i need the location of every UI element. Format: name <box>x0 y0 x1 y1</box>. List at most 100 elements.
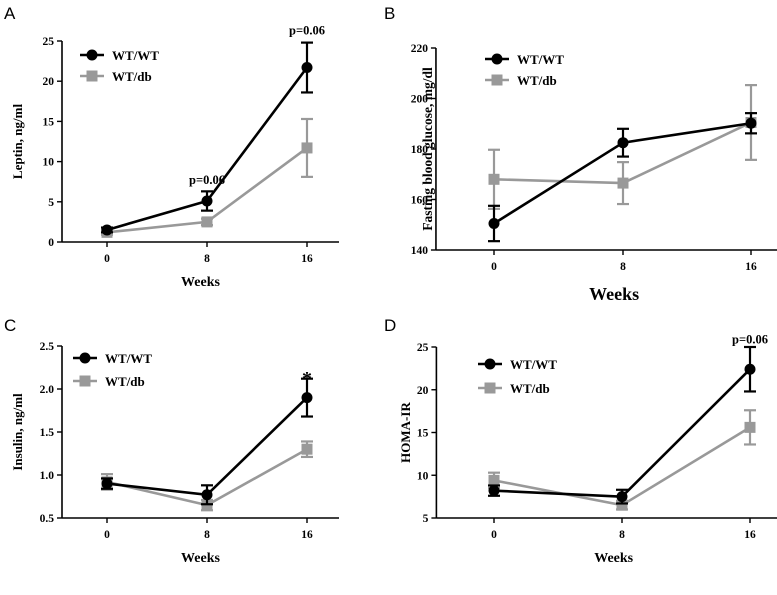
legend-label: WT/WT <box>105 351 152 366</box>
legend-marker <box>484 358 496 370</box>
panel-c: C 0.5 1.0 1.5 2.0 2.5 0 8 16 Weeks Insulin, ng/ml W… <box>4 316 339 566</box>
data-point <box>488 173 500 185</box>
y-axis-title: Insulin, ng/ml <box>10 393 25 471</box>
y-axis-title: Leptin, ng/ml <box>10 104 25 180</box>
y-tick-label: 180 <box>411 144 429 156</box>
legend: WT/WT WT/db <box>478 357 557 396</box>
data-point <box>617 137 629 149</box>
legend: WT/WT WT/db <box>80 48 159 84</box>
legend-marker <box>79 352 91 364</box>
y-tick-label: 20 <box>43 76 55 88</box>
legend-entry: WT/WT <box>478 357 557 372</box>
legend-label: WT/WT <box>517 52 564 67</box>
series-wt-db <box>488 409 756 511</box>
y-tick-label: 2.0 <box>40 384 55 396</box>
annotation: p=0.06 <box>289 24 325 38</box>
y-tick-label: 200 <box>411 94 429 106</box>
data-point <box>488 485 500 497</box>
x-tick-label: 8 <box>204 253 210 265</box>
y-tick-label: 1.0 <box>40 470 55 482</box>
x-axis-title: Weeks <box>589 284 639 304</box>
x-tick-label: 8 <box>204 529 210 541</box>
legend: WT/WT WT/db <box>73 351 152 389</box>
panel-label: B <box>384 4 395 23</box>
series-line <box>106 396 308 497</box>
data-point <box>301 392 313 404</box>
x-tick-label: 16 <box>745 261 757 273</box>
y-tick-label: 10 <box>43 157 55 169</box>
y-tick-label: 15 <box>417 428 429 440</box>
y-axis-title: Fasting blood glucose, mg/dl <box>420 67 435 231</box>
legend-marker <box>491 53 503 65</box>
panel-label: D <box>384 316 396 335</box>
legend-label: WT/db <box>510 381 550 396</box>
x-tick-label: 0 <box>491 529 497 541</box>
series-wt-wt <box>488 112 757 243</box>
x-tick-label: 0 <box>104 253 110 265</box>
legend-label: WT/db <box>517 73 557 88</box>
panel-label: A <box>4 4 16 23</box>
data-point <box>616 499 628 511</box>
x-tick-label: 0 <box>491 261 497 273</box>
legend-marker <box>86 49 98 61</box>
x-tick-label: 16 <box>301 529 313 541</box>
data-point <box>201 195 213 207</box>
annotation: p=0.06 <box>732 333 768 347</box>
legend: WT/WT WT/db <box>485 52 564 88</box>
panel-b: B 140 160 180 200 220 0 8 16 Weeks Fasting blood g… <box>384 4 777 304</box>
data-point <box>745 117 757 129</box>
data-point <box>201 216 213 228</box>
x-tick-label: 16 <box>301 253 313 265</box>
x-tick-label: 16 <box>744 529 756 541</box>
panel-label: C <box>4 316 16 335</box>
data-point <box>301 443 313 455</box>
data-point <box>488 474 500 486</box>
y-tick-label: 160 <box>411 195 429 207</box>
legend-entry: WT/db <box>478 381 550 396</box>
data-point <box>201 489 213 501</box>
legend-entry: WT/WT <box>80 48 159 63</box>
x-tick-label: 8 <box>619 529 625 541</box>
series-wt-wt <box>101 377 313 506</box>
x-axis-title: Weeks <box>594 551 633 566</box>
x-axis-title: Weeks <box>181 275 220 290</box>
y-tick-label: 1.5 <box>40 427 55 439</box>
legend-marker <box>491 74 503 86</box>
legend-label: WT/db <box>105 374 145 389</box>
annotation: * <box>302 368 312 390</box>
legend-marker <box>484 382 496 394</box>
data-point <box>488 217 500 229</box>
data-point <box>744 363 756 375</box>
data-point <box>101 478 113 490</box>
data-point <box>616 491 628 503</box>
data-point <box>301 62 313 74</box>
x-tick-label: 0 <box>104 529 110 541</box>
y-tick-label: 10 <box>417 470 429 482</box>
y-tick-label: 0.5 <box>40 513 55 525</box>
y-tick-label: 15 <box>43 116 55 128</box>
data-point <box>101 224 113 236</box>
y-tick-label: 140 <box>411 245 429 257</box>
y-tick-label: 20 <box>417 385 429 397</box>
data-point <box>617 177 629 189</box>
data-point <box>744 421 756 433</box>
annotation: p=0.06 <box>189 173 225 187</box>
legend-entry: WT/WT <box>73 351 152 366</box>
legend-entry: WT/db <box>80 69 152 84</box>
x-tick-label: 8 <box>620 261 626 273</box>
data-point <box>301 142 313 154</box>
series-wt-wt <box>101 41 313 236</box>
y-tick-label: 25 <box>417 342 429 354</box>
y-tick-label: 25 <box>43 36 55 48</box>
legend-marker <box>86 70 98 82</box>
y-tick-label: 5 <box>48 197 54 209</box>
legend-entry: WT/WT <box>485 52 564 67</box>
x-axis-title: Weeks <box>181 551 220 566</box>
series-wt-wt <box>488 345 756 505</box>
legend-entry: WT/db <box>73 374 145 389</box>
legend-entry: WT/db <box>485 73 557 88</box>
legend-label: WT/WT <box>510 357 557 372</box>
y-tick-label: 2.5 <box>40 341 55 353</box>
panel-d: D 5 10 15 20 25 0 8 16 Weeks HOMA-IR WT/WT WT/db p=0.… <box>384 316 777 566</box>
